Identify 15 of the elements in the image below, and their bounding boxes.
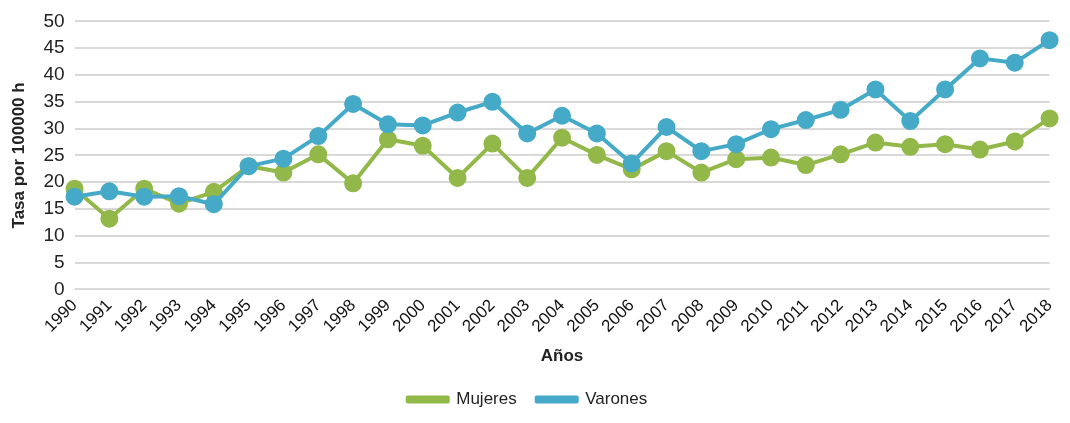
y-tick-label: 30 <box>43 116 65 138</box>
y-tick-label: 50 <box>43 9 65 31</box>
legend-label: Varones <box>585 389 648 409</box>
y-tick-label: 40 <box>43 63 65 85</box>
y-tick-label: 5 <box>53 250 65 272</box>
y-tick-label: 25 <box>43 143 65 165</box>
y-tick-label: 35 <box>43 90 65 112</box>
y-tick-label: 10 <box>43 224 65 246</box>
y-tick-label: 0 <box>53 277 65 299</box>
y-tick-label: 45 <box>43 36 65 58</box>
x-axis-title: Años <box>540 346 584 366</box>
y-tick-label: 20 <box>43 170 65 192</box>
y-tick-label: 15 <box>43 197 65 219</box>
legend-label: Mujeres <box>456 389 517 409</box>
y-axis-title: Tasa por 100000 h <box>8 82 28 229</box>
